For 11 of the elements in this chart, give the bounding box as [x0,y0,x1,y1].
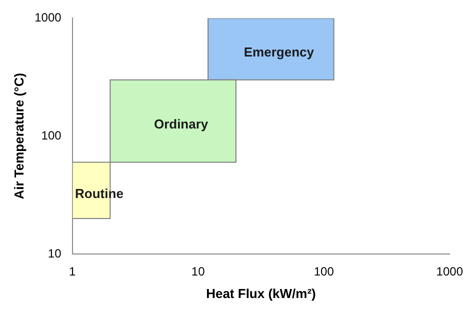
x-tick-label: 1 [68,264,76,279]
series-label: Ordinary [154,116,209,132]
x-tick-label: 1000 [436,264,464,279]
y-tick-label: 100 [41,128,62,142]
y-tick-label: 1000 [34,10,62,25]
y-tick-label: 10 [48,246,62,260]
x-axis-title: Heat Flux (kW/m²) [206,286,316,301]
y-axis-title: Air Temperature (°C) [11,72,26,200]
x-tick-label: 10 [191,264,206,279]
series-label: Emergency [244,44,315,60]
x-tick-label: 100 [314,264,334,279]
